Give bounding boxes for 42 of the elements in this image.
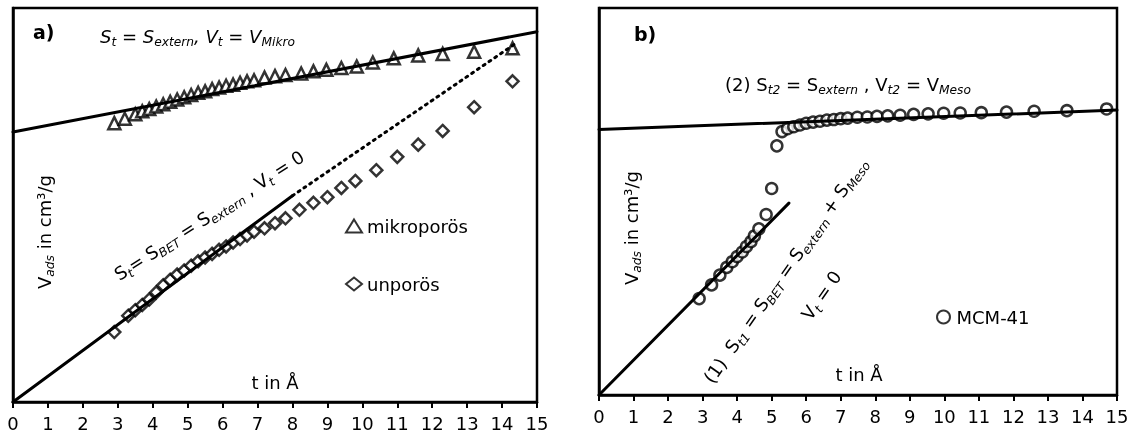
x-tick-label: 8 [869,405,881,427]
x-tick-label: 5 [765,405,778,427]
x-tick-label: 8 [286,412,299,434]
x-axis-title: t in Å [835,363,884,385]
x-tick-label: 10 [932,405,956,427]
x-tick-label: 7 [251,412,264,434]
x-tick-label: 12 [420,412,444,434]
y-axis-title: Vads in cm³/g [33,175,57,289]
x-tick-label: 2 [77,412,89,434]
x-tick-label: 11 [385,412,409,434]
x-axis-title: t in Å [251,371,300,393]
x-tick-label: 1 [627,405,640,427]
legend-label: mikroporös [367,215,468,237]
x-tick-label: 15 [525,412,549,434]
x-tick-label: 5 [181,412,194,434]
x-tick-label: 11 [967,405,991,427]
x-tick-label: 0 [7,412,19,434]
x-tick-label: 2 [662,405,674,427]
chart-title: b) [634,22,657,45]
chart-title: a) [33,20,55,43]
x-tick-label: 3 [696,405,709,427]
x-tick-label: 10 [350,412,374,434]
x-tick-label: 1 [42,412,54,434]
x-tick-label: 4 [147,412,159,434]
x-tick-label: 13 [455,412,479,434]
x-tick-label: 9 [321,412,334,434]
x-tick-label: 14 [490,412,514,434]
annotation: Vt = 0 [796,266,846,324]
x-tick-label: 0 [593,405,605,427]
y-axis-title: Vads in cm³/g [620,171,644,285]
x-tick-label: 7 [835,405,847,427]
x-tick-label: 9 [904,405,916,427]
legend-label: MCM-41 [956,306,1030,328]
x-tick-label: 4 [731,405,743,427]
x-tick-label: 12 [1001,405,1025,427]
x-tick-label: 6 [800,405,812,427]
legend-label: unporös [367,273,440,295]
x-tick-label: 13 [1036,405,1060,427]
x-tick-label: 15 [1105,405,1129,427]
x-tick-label: 14 [1071,405,1094,427]
x-tick-label: 3 [112,412,124,434]
x-tick-label: 6 [216,412,229,434]
